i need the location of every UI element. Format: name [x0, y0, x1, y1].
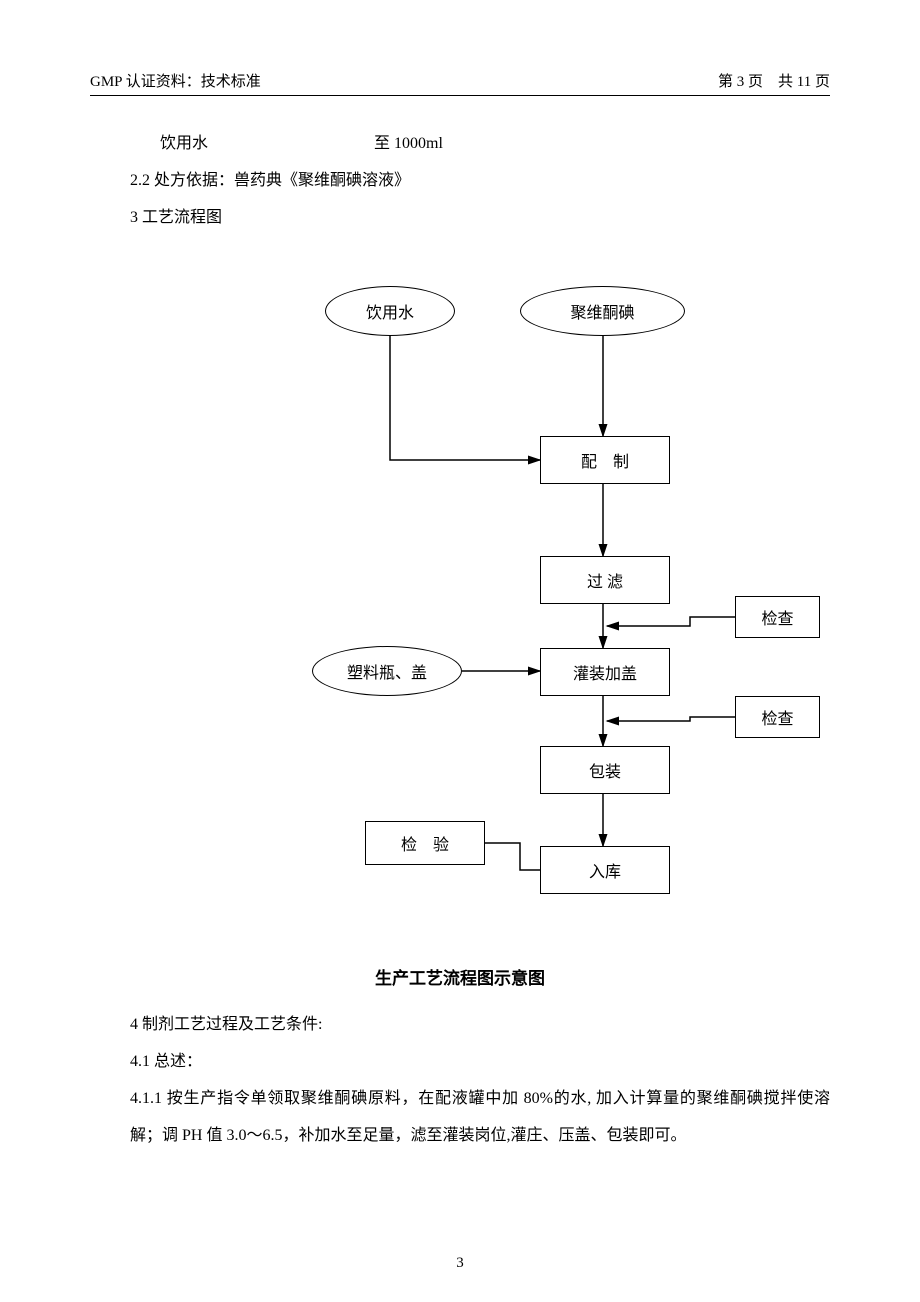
node-bottle-label: 塑料瓶、盖: [347, 659, 427, 683]
node-pvpi: 聚维酮碘: [520, 286, 685, 336]
node-check1-label: 检查: [761, 605, 793, 629]
page-header: GMP 认证资料：技术标准 第 3 页 共 11 页: [90, 70, 830, 96]
node-check2-label: 检查: [761, 705, 793, 729]
node-store-label: 入库: [589, 858, 621, 882]
node-water-label: 饮用水: [366, 299, 414, 323]
node-inspect-label: 检 验: [401, 831, 449, 855]
process-flowchart: 饮用水 聚维酮碘 配 制 过 滤 检查 塑料瓶、盖 灌装加盖 检查 包装 检 验: [90, 266, 830, 946]
node-inspect: 检 验: [365, 821, 485, 865]
page-number: 3: [0, 1255, 920, 1272]
node-pack-label: 包装: [589, 758, 621, 782]
node-pvpi-label: 聚维酮碘: [570, 299, 634, 323]
node-check2: 检查: [735, 696, 820, 738]
node-filter: 过 滤: [540, 556, 670, 604]
ingredient-amount: 至 1000ml: [374, 135, 443, 152]
line-ingredient: 饮用水 至 1000ml: [90, 126, 830, 163]
node-check1: 检查: [735, 596, 820, 638]
flowchart-caption: 生产工艺流程图示意图: [90, 964, 830, 989]
node-store: 入库: [540, 846, 670, 894]
node-filter-label: 过 滤: [587, 568, 623, 592]
line-4-1-1: 4.1.1 按生产指令单领取聚维酮碘原料，在配液罐中加 80%的水, 加入计算量…: [130, 1090, 830, 1144]
ingredient-name: 饮用水: [160, 126, 370, 163]
line-2-2: 2.2 处方依据：兽药典《聚维酮碘溶液》: [90, 163, 830, 200]
node-bottle: 塑料瓶、盖: [312, 646, 462, 696]
node-fill-label: 灌装加盖: [573, 660, 637, 684]
node-mix: 配 制: [540, 436, 670, 484]
node-mix-label: 配 制: [581, 448, 629, 472]
header-left: GMP 认证资料：技术标准: [90, 70, 261, 91]
header-right: 第 3 页 共 11 页: [718, 70, 830, 91]
node-pack: 包装: [540, 746, 670, 794]
line-3: 3 工艺流程图: [90, 200, 830, 237]
line-4: 4 制剂工艺过程及工艺条件:: [90, 1007, 830, 1044]
node-fill: 灌装加盖: [540, 648, 670, 696]
line-4-1: 4.1 总述：: [90, 1044, 830, 1081]
node-water: 饮用水: [325, 286, 455, 336]
